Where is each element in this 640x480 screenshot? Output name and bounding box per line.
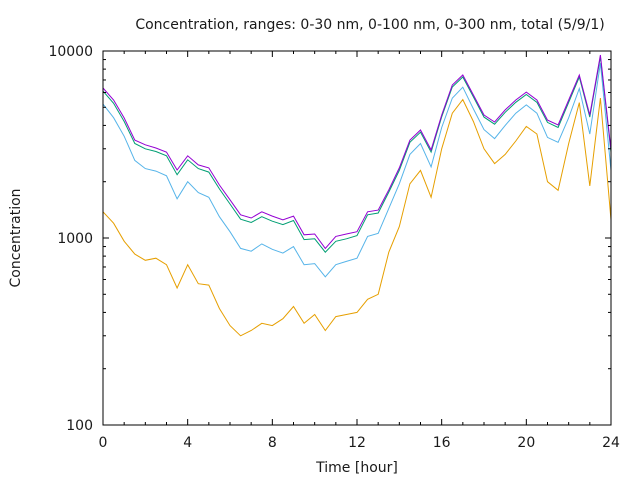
- x-tick-label: 8: [268, 435, 277, 451]
- series-line-0-300-nm: [102, 56, 612, 253]
- series-line-total: [102, 54, 612, 250]
- plot-frame: [102, 50, 612, 426]
- x-tick-label: 24: [602, 435, 620, 451]
- x-tick-label: 20: [517, 435, 535, 451]
- x-tick-labels: 0 4 8 12 16 20 24: [99, 435, 620, 451]
- series-line-0-100-nm: [102, 63, 612, 278]
- x-tick-label: 16: [433, 435, 451, 451]
- axis-ticks: [102, 50, 612, 426]
- y-tick-label: 10000: [48, 44, 93, 60]
- plot-lines: [102, 54, 612, 337]
- x-tick-label: 0: [99, 435, 108, 451]
- series-line-0-30-nm: [102, 98, 612, 337]
- y-tick-label: 100: [66, 418, 93, 434]
- y-tick-label: 1000: [57, 231, 93, 247]
- y-tick-labels: 100 1000 10000: [48, 44, 93, 434]
- x-tick-label: 4: [183, 435, 192, 451]
- x-tick-label: 12: [348, 435, 366, 451]
- chart-title: Concentration, ranges: 0-30 nm, 0-100 nm…: [135, 17, 604, 33]
- y-axis-label: Concentration: [8, 188, 24, 287]
- x-axis-label: Time [hour]: [315, 460, 398, 476]
